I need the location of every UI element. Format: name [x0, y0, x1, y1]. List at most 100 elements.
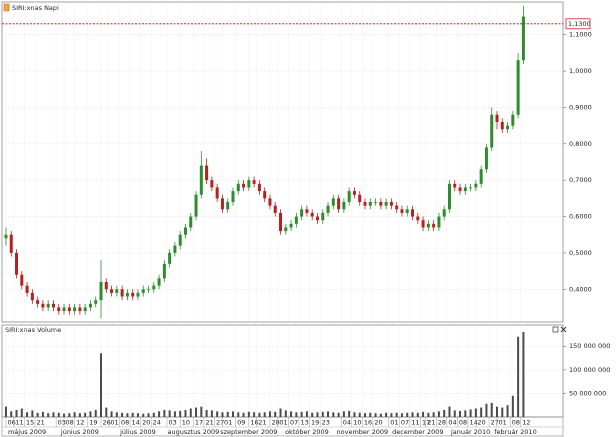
candle-body	[110, 289, 114, 293]
volume-bar	[89, 411, 92, 417]
candle-body	[199, 165, 203, 195]
volume-bar	[448, 406, 451, 417]
candle-body	[511, 114, 515, 126]
x-tick-label: 01	[390, 419, 398, 427]
y-tick-label: 1,0000	[569, 67, 592, 75]
x-tick-label: 01	[279, 419, 287, 427]
candle-body	[173, 245, 177, 253]
volume-bar	[522, 332, 525, 417]
candle-body	[73, 307, 77, 312]
x-tick-label: 21	[258, 419, 266, 427]
candle-body	[337, 198, 341, 210]
month-label: október 2009	[285, 428, 329, 436]
candle-body	[178, 234, 182, 246]
candle-body	[168, 252, 172, 264]
candle-body	[157, 278, 161, 286]
reference-label: 1,1300	[568, 20, 591, 28]
volume-bar	[105, 407, 108, 417]
volume-bar	[31, 410, 34, 417]
volume-bar	[342, 411, 345, 417]
volume-bar	[142, 413, 145, 417]
candle-body	[268, 198, 272, 206]
candle-body	[500, 122, 504, 130]
volume-bar	[73, 412, 76, 417]
volume-bar	[284, 410, 287, 417]
volume-bar	[390, 413, 393, 417]
volume-bar	[327, 411, 330, 417]
candle-body	[479, 169, 483, 184]
volume-bar	[437, 411, 440, 417]
month-label: május 2009	[8, 428, 46, 436]
volume-bar	[136, 413, 139, 417]
candle-body	[279, 212, 283, 232]
volume-bar	[379, 413, 382, 417]
candle-body	[352, 191, 356, 195]
volume-bar	[20, 408, 23, 417]
volume-bar	[242, 412, 245, 417]
candle-body	[226, 202, 230, 210]
candle-body	[442, 209, 446, 217]
candle-body	[395, 205, 399, 210]
x-tick-label: 20	[374, 419, 382, 427]
candle-body	[437, 216, 441, 228]
candle-body	[289, 223, 293, 228]
candle-body	[447, 183, 451, 210]
candle-body	[263, 191, 267, 199]
y-tick-label: 0,8000	[569, 140, 592, 148]
candle-body	[368, 202, 372, 206]
candle-body	[305, 209, 309, 213]
x-tick-label: 07	[401, 419, 409, 427]
candle-body	[99, 282, 103, 301]
volume-bar	[68, 413, 71, 417]
volume-bar	[337, 412, 340, 417]
x-tick-label: 21	[37, 419, 45, 427]
candle-body	[231, 191, 235, 202]
x-tick-label: 21	[427, 419, 435, 427]
candle-body	[183, 227, 187, 235]
volume-bar	[189, 408, 192, 417]
candle-body	[162, 263, 166, 279]
volume-bar	[115, 412, 118, 417]
candle-body	[247, 180, 251, 188]
maximize-button[interactable]	[552, 326, 559, 333]
x-tick-label: 14	[132, 419, 140, 427]
volume-bar	[490, 402, 493, 417]
volume-bar	[195, 407, 198, 417]
x-tick-label: 27	[216, 419, 224, 427]
x-tick-label: 09	[237, 419, 245, 427]
candle-body	[284, 227, 288, 232]
candle-body	[331, 198, 335, 206]
candle-body	[506, 125, 510, 130]
candle-body	[252, 180, 256, 184]
month-label: augusztus 2009	[167, 428, 219, 436]
close-button[interactable]	[560, 326, 567, 333]
volume-bar	[501, 407, 504, 417]
candle-body	[36, 300, 40, 304]
grid	[2, 2, 563, 417]
candle-body	[30, 292, 34, 301]
volume-bar	[506, 405, 509, 417]
x-tick-label: 17	[422, 419, 430, 427]
y-tick-label: 0,7000	[569, 176, 592, 184]
series-icon	[3, 3, 10, 12]
month-label: február 2010	[494, 428, 536, 436]
month-label: december 2009	[392, 428, 443, 436]
x-tick-label: 06	[7, 419, 15, 427]
volume-bar	[163, 409, 166, 417]
y-tick-label: 0,6000	[569, 213, 592, 221]
candle-body	[152, 285, 156, 290]
x-tick-label: 20	[477, 419, 485, 427]
x-tick-label: 11	[15, 419, 23, 427]
volume-bar	[316, 412, 319, 417]
candle-body	[469, 187, 473, 189]
candle-body	[453, 183, 457, 188]
candle-body	[521, 16, 525, 61]
x-tick-label: 11	[411, 419, 419, 427]
candle-body	[463, 187, 467, 192]
candle-body	[310, 212, 314, 217]
candle-body	[495, 114, 499, 122]
candle-body	[432, 223, 436, 228]
